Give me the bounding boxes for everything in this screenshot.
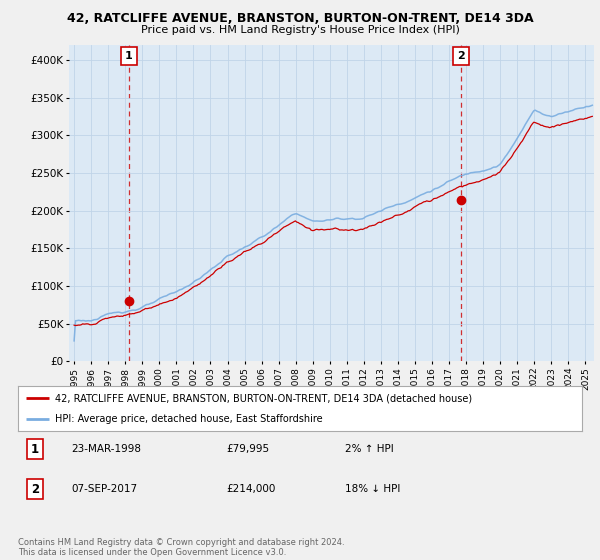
Text: £214,000: £214,000 xyxy=(227,484,276,494)
Text: 2: 2 xyxy=(31,483,39,496)
Text: £79,995: £79,995 xyxy=(227,444,270,454)
Text: 2: 2 xyxy=(457,51,465,61)
Text: HPI: Average price, detached house, East Staffordshire: HPI: Average price, detached house, East… xyxy=(55,414,322,424)
Text: 07-SEP-2017: 07-SEP-2017 xyxy=(71,484,138,494)
Text: 1: 1 xyxy=(31,443,39,456)
Text: Contains HM Land Registry data © Crown copyright and database right 2024.
This d: Contains HM Land Registry data © Crown c… xyxy=(18,538,344,557)
Text: 2% ↑ HPI: 2% ↑ HPI xyxy=(345,444,394,454)
Text: Price paid vs. HM Land Registry's House Price Index (HPI): Price paid vs. HM Land Registry's House … xyxy=(140,25,460,35)
Text: 42, RATCLIFFE AVENUE, BRANSTON, BURTON-ON-TRENT, DE14 3DA (detached house): 42, RATCLIFFE AVENUE, BRANSTON, BURTON-O… xyxy=(55,394,472,404)
Text: 18% ↓ HPI: 18% ↓ HPI xyxy=(345,484,400,494)
Text: 42, RATCLIFFE AVENUE, BRANSTON, BURTON-ON-TRENT, DE14 3DA: 42, RATCLIFFE AVENUE, BRANSTON, BURTON-O… xyxy=(67,12,533,25)
Text: 1: 1 xyxy=(125,51,133,61)
Text: 23-MAR-1998: 23-MAR-1998 xyxy=(71,444,142,454)
